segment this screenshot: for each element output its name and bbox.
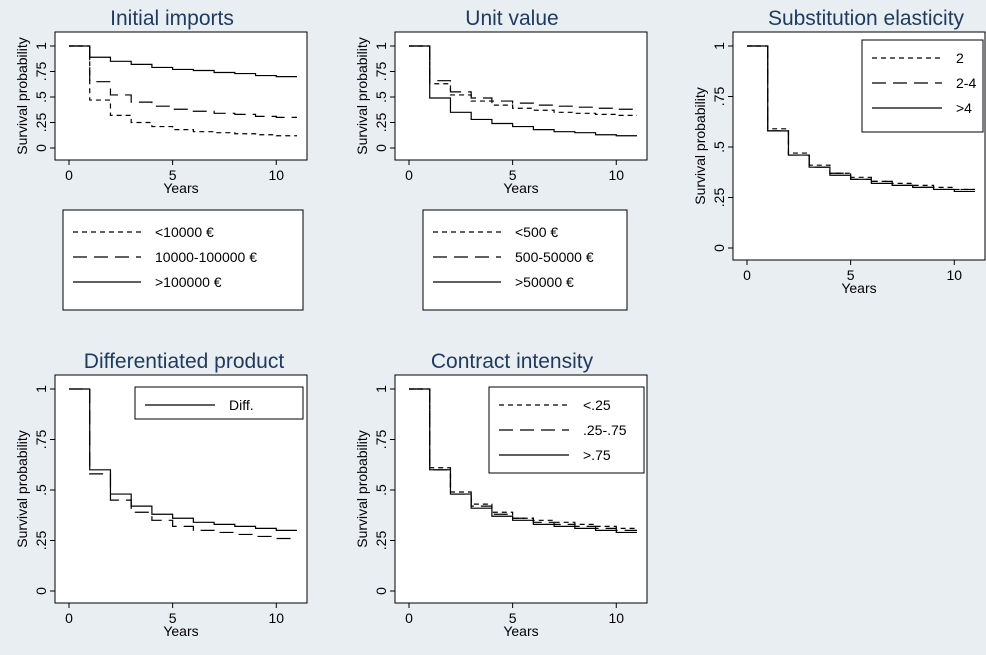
chart-title: Unit value	[465, 7, 558, 30]
y-tick-label: 0	[33, 144, 49, 152]
x-tick-label: 5	[509, 610, 517, 626]
series-line-3	[747, 45, 975, 193]
y-tick-label: 1	[373, 385, 389, 393]
y-axis-label: Survival probability	[14, 37, 30, 155]
y-tick-label: .25	[711, 188, 727, 208]
x-axis-label: Years	[163, 623, 198, 639]
x-tick-label: 0	[65, 610, 73, 626]
chart-title: Contract intensity	[431, 350, 594, 373]
y-tick-label: .5	[33, 91, 49, 103]
y-tick-label: 0	[711, 244, 727, 252]
plot-area	[394, 31, 648, 161]
x-tick-label: 10	[268, 167, 284, 183]
y-tick-label: 1	[33, 42, 49, 50]
y-axis-label: Survival probability	[14, 430, 30, 548]
y-tick-label: .75	[33, 430, 49, 450]
x-tick-label: 5	[847, 267, 855, 283]
x-tick-label: 0	[743, 267, 751, 283]
legend-label: Diff.	[229, 397, 254, 413]
series-line-2	[69, 388, 297, 531]
chart-title: Substitution elasticity	[768, 7, 965, 30]
y-tick-label: 0	[33, 587, 49, 595]
chart-title: Differentiated product	[84, 350, 285, 373]
legend-box	[861, 39, 984, 133]
x-tick-label: 10	[608, 610, 624, 626]
series-line-2	[69, 45, 297, 118]
legend: <500 € 500-50000 € >50000 €	[422, 209, 628, 311]
chart-title: Initial imports	[110, 7, 234, 30]
y-tick-label: .75	[33, 62, 49, 82]
y-axis-label: Survival probability	[692, 87, 708, 205]
y-tick-label: .5	[373, 91, 389, 103]
legend: <.25 .25-.75 >.75	[488, 386, 645, 474]
legend-label: .25-.75	[583, 422, 627, 438]
x-tick-label: 10	[268, 610, 284, 626]
y-tick-label: .25	[33, 531, 49, 551]
legend-label: >.75	[583, 447, 611, 463]
legend-label: 2-4	[956, 75, 976, 91]
legend-label: >4	[956, 100, 972, 116]
x-axis-label: Years	[503, 180, 538, 196]
series-line-2	[409, 45, 637, 110]
legend: 2 2-4 >4	[861, 39, 984, 133]
legend-label: 10000-100000 €	[155, 249, 257, 265]
x-tick-label: 0	[405, 610, 413, 626]
y-axis-label: Survival probability	[354, 37, 370, 155]
y-tick-label: .5	[373, 484, 389, 496]
legend-box	[422, 209, 628, 311]
y-tick-label: 1	[33, 385, 49, 393]
y-tick-label: .75	[373, 62, 389, 82]
x-axis-label: Years	[163, 180, 198, 196]
x-tick-label: 5	[509, 167, 517, 183]
y-tick-label: 0	[373, 144, 389, 152]
x-axis-label: Years	[841, 280, 876, 296]
y-tick-label: .5	[33, 484, 49, 496]
legend-label: <10000 €	[155, 224, 214, 240]
legend-label: <500 €	[515, 224, 558, 240]
legend-label: >50000 €	[515, 274, 574, 290]
legend-box	[134, 386, 304, 420]
y-tick-label: .25	[373, 113, 389, 133]
plot-area	[54, 31, 308, 161]
y-tick-label: .5	[711, 141, 727, 153]
legend-box	[62, 209, 304, 311]
legend-label: <.25	[583, 397, 611, 413]
y-axis-label: Survival probability	[354, 430, 370, 548]
y-tick-label: .75	[711, 87, 727, 107]
legend: <10000 € 10000-100000 € >100000 €	[62, 209, 304, 311]
x-tick-label: 10	[608, 167, 624, 183]
x-tick-label: 0	[405, 167, 413, 183]
x-tick-label: 0	[65, 167, 73, 183]
series-line-3	[69, 45, 297, 78]
legend: Diff.	[134, 386, 304, 420]
legend-label: 2	[956, 50, 964, 66]
y-tick-label: .75	[373, 430, 389, 450]
y-tick-label: 1	[711, 42, 727, 50]
x-tick-label: 10	[946, 267, 962, 283]
series-line-3	[409, 45, 637, 137]
series-line-1	[69, 45, 297, 137]
x-axis-label: Years	[503, 623, 538, 639]
legend-label: 500-50000 €	[515, 249, 594, 265]
x-tick-label: 5	[169, 167, 177, 183]
y-tick-label: 0	[373, 587, 389, 595]
y-tick-label: .25	[33, 113, 49, 133]
x-tick-label: 5	[169, 610, 177, 626]
y-tick-label: .25	[373, 531, 389, 551]
y-tick-label: 1	[373, 42, 389, 50]
legend-label: >100000 €	[155, 274, 222, 290]
series-line-3	[409, 388, 637, 534]
